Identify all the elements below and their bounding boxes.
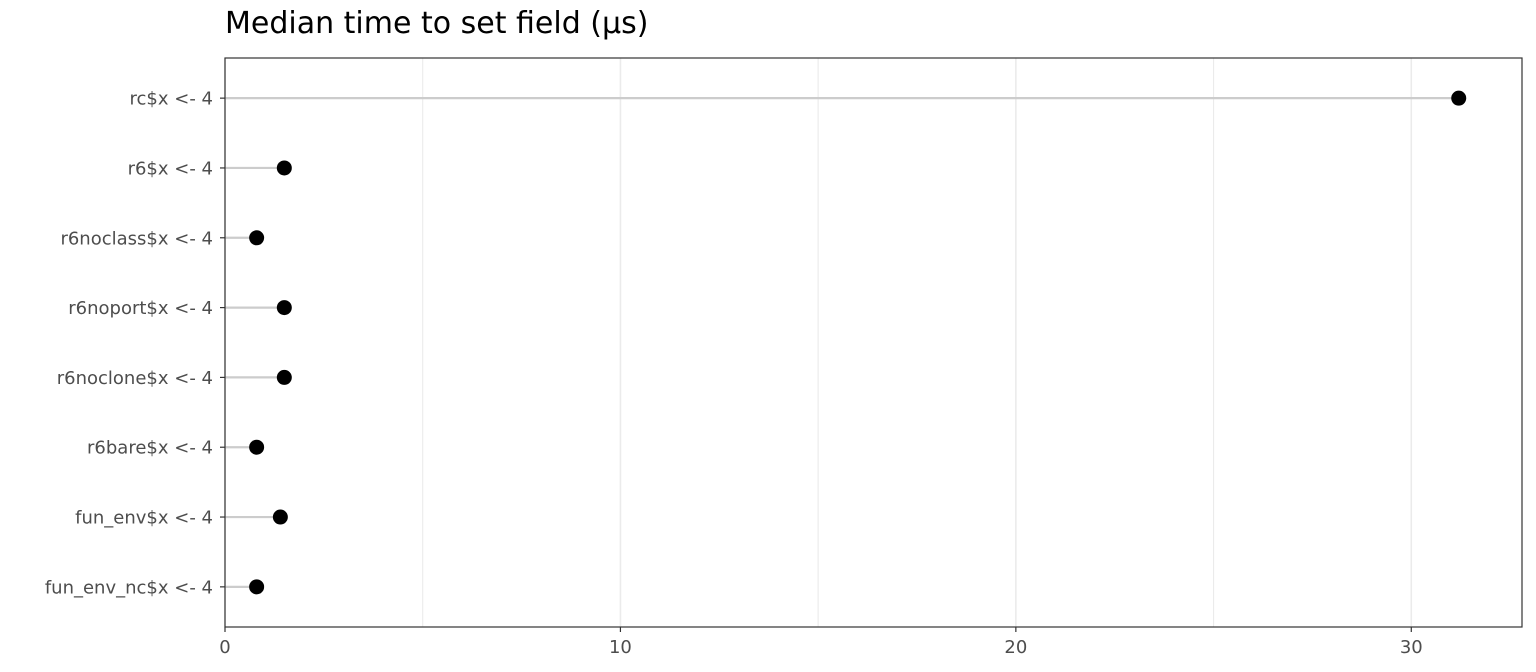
data-point (249, 230, 265, 246)
x-axis: 0 10 20 30 (219, 627, 1423, 658)
y-axis: rc$x <- 4 r6$x <- 4 r6noclass$x <- 4 r6nopo… (45, 89, 225, 598)
y-tick-label: fun_env$x <- 4 (75, 508, 213, 529)
y-tick-label: r6noclass$x <- 4 (60, 228, 213, 249)
x-tick-label: 0 (219, 637, 230, 658)
y-tick-label: r6noport$x <- 4 (68, 298, 213, 319)
chart-title: Median time to set field (µs) (225, 6, 649, 41)
x-tick-label: 30 (1400, 637, 1423, 658)
y-tick-label: rc$x <- 4 (130, 89, 213, 110)
data-point (249, 439, 265, 455)
plot-background (225, 58, 1522, 627)
data-point (276, 300, 292, 316)
data-point (276, 160, 292, 176)
stem-layer (225, 97, 1459, 588)
y-tick-label: r6$x <- 4 (128, 158, 213, 179)
data-point (272, 509, 288, 525)
plot-border (224, 57, 1523, 628)
data-point (249, 579, 265, 595)
data-point (276, 369, 292, 385)
x-tick-label: 20 (1004, 637, 1027, 658)
y-tick-label: fun_env_nc$x <- 4 (45, 577, 213, 598)
y-tick-label: r6bare$x <- 4 (87, 438, 213, 459)
data-point (1451, 90, 1467, 106)
point-layer (249, 90, 1467, 595)
x-tick-label: 10 (609, 637, 632, 658)
y-tick-label: r6noclone$x <- 4 (57, 368, 213, 389)
